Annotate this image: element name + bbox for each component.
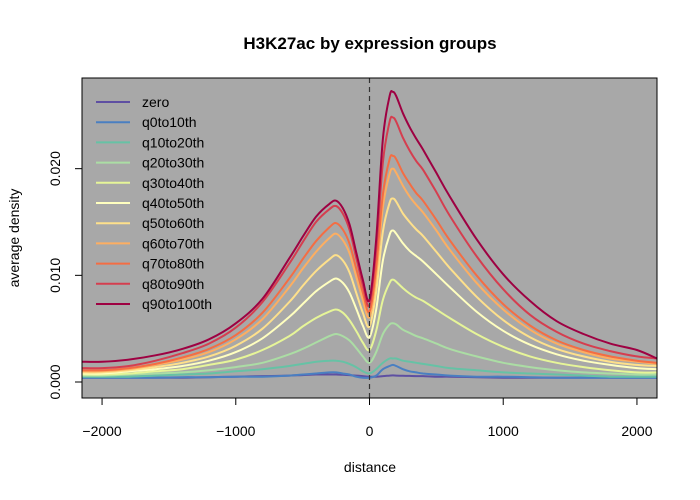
legend-entry: zero (96, 94, 169, 110)
legend-entry: q0to10th (96, 114, 197, 130)
legend-label: q90to100th (142, 296, 212, 312)
legend-entry: q70to80th (96, 256, 204, 272)
x-tick-label: 2000 (621, 423, 652, 439)
legend-label: q70to80th (142, 256, 204, 272)
legend-entry: q50to60th (96, 215, 204, 231)
legend-entry: q60to70th (96, 235, 204, 251)
y-tick-label: 0.000 (47, 364, 63, 399)
series-layer (81, 90, 658, 379)
legend-label: q60to70th (142, 235, 204, 251)
legend-entry: q80to90th (96, 276, 204, 292)
series-line-q40to50th (81, 229, 658, 375)
series-line-q70to80th (81, 154, 658, 372)
legend-entry: q10to20th (96, 134, 204, 150)
legend-label: q0to10th (142, 114, 197, 130)
x-tick-label: 1000 (488, 423, 519, 439)
x-tick-label: −2000 (82, 423, 122, 439)
series-line-q0to10th (82, 363, 657, 379)
y-tick-label: 0.020 (47, 151, 63, 186)
x-tick-label: 0 (366, 423, 374, 439)
series-line-q50to60th (81, 197, 658, 374)
x-tick-label: −1000 (216, 423, 256, 439)
series-line-q20to30th (81, 322, 658, 377)
legend-label: q10to20th (142, 134, 204, 150)
legend-label: q20to30th (142, 155, 204, 171)
x-axis: −2000 −1000 0 1000 2000 (82, 398, 653, 439)
legend-entry: q90to100th (96, 296, 212, 312)
series-line-q10to20th (81, 357, 657, 378)
series-line-q90to100th (81, 90, 658, 363)
series-line-q30to40th (81, 278, 658, 376)
legend-label: q50to60th (142, 215, 204, 231)
legend-entry: q30to40th (96, 175, 204, 191)
x-axis-label: distance (344, 459, 396, 475)
y-axis-label: average density (6, 189, 22, 288)
legend-label: zero (142, 94, 169, 110)
legend-entry: q40to50th (96, 195, 204, 211)
legend: zero q0to10th q10to20th q20to30th q30to40th q… (96, 94, 212, 312)
y-axis: 0.000 0.010 0.020 (47, 151, 82, 400)
y-tick-label: 0.010 (47, 258, 63, 293)
legend-label: q30to40th (142, 175, 204, 191)
legend-label: q80to90th (142, 276, 204, 292)
legend-entry: q20to30th (96, 155, 204, 171)
legend-label: q40to50th (142, 195, 204, 211)
chart-title: H3K27ac by expression groups (243, 34, 496, 53)
